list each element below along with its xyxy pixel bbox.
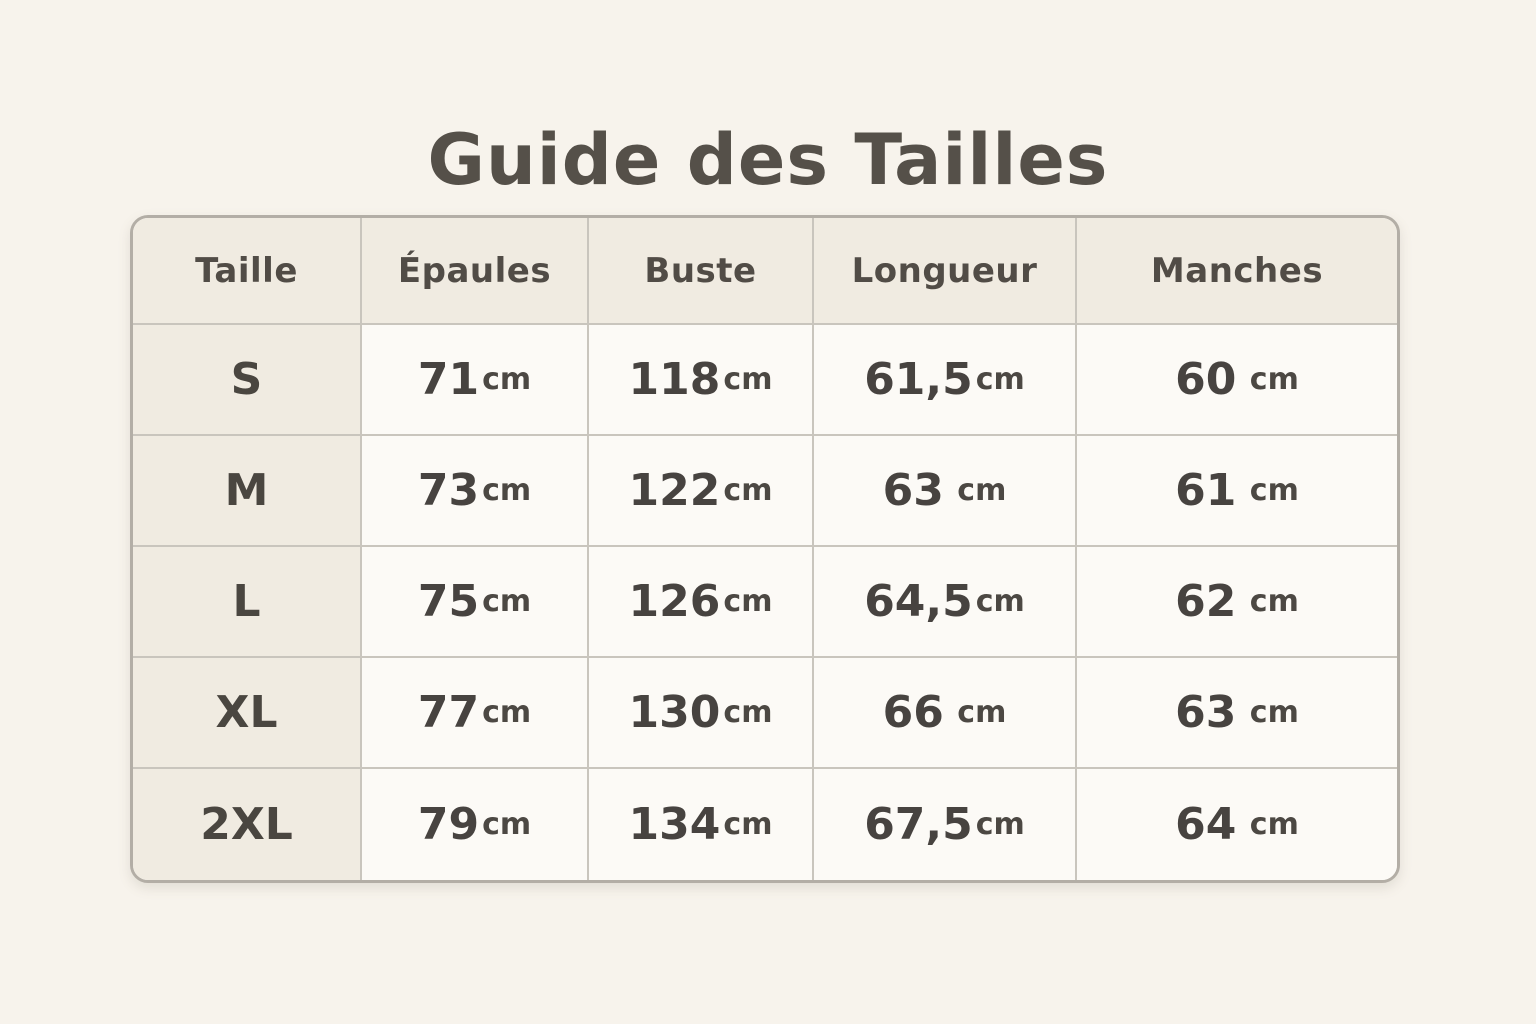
measurement-unit: cm xyxy=(1239,807,1299,842)
size-cell-l: L xyxy=(133,547,362,658)
measurement-unit: cm xyxy=(946,695,1007,730)
measurement-value: 134 xyxy=(628,799,721,850)
measurement-unit: cm xyxy=(975,584,1025,619)
measurement-value: 60 xyxy=(1175,354,1237,405)
header-cell-longueur: Longueur xyxy=(814,218,1077,325)
measurement-value: 77 xyxy=(417,687,480,738)
measurement-cell: 134 cm xyxy=(589,769,814,880)
measurement-cell: 62 cm xyxy=(1077,547,1397,658)
header-cell-taille: Taille xyxy=(133,218,362,325)
measurement-cell: 75 cm xyxy=(362,547,589,658)
measurement-value: 79 xyxy=(417,799,480,850)
measurement-cell: 73 cm xyxy=(362,436,589,547)
measurement-unit: cm xyxy=(482,362,532,397)
measurement-unit: cm xyxy=(1239,362,1299,397)
measurement-value: 63 xyxy=(1175,687,1237,738)
size-cell-2xl: 2XL xyxy=(133,769,362,880)
measurement-cell: 67,5 cm xyxy=(814,769,1077,880)
measurement-cell: 63 cm xyxy=(814,436,1077,547)
measurement-cell: 61,5 cm xyxy=(814,325,1077,436)
page-title: Guide des Tailles xyxy=(427,118,1109,201)
measurement-value: 63 xyxy=(882,465,944,516)
measurement-cell: 61 cm xyxy=(1077,436,1397,547)
measurement-unit: cm xyxy=(482,807,532,842)
size-cell-m: M xyxy=(133,436,362,547)
measurement-value: 67,5 xyxy=(864,799,973,850)
measurement-unit: cm xyxy=(482,473,532,508)
measurement-value: 61,5 xyxy=(864,354,973,405)
measurement-value: 64 xyxy=(1175,799,1237,850)
measurement-cell: 64,5 cm xyxy=(814,547,1077,658)
measurement-value: 66 xyxy=(882,687,944,738)
measurement-value: 62 xyxy=(1175,576,1237,627)
measurement-value: 73 xyxy=(417,465,480,516)
measurement-value: 122 xyxy=(628,465,721,516)
measurement-cell: 77 cm xyxy=(362,658,589,769)
measurement-cell: 122 cm xyxy=(589,436,814,547)
measurement-cell: 79 cm xyxy=(362,769,589,880)
measurement-value: 71 xyxy=(417,354,480,405)
measurement-unit: cm xyxy=(946,473,1007,508)
header-cell-buste: Buste xyxy=(589,218,814,325)
size-cell-s: S xyxy=(133,325,362,436)
measurement-cell: 63 cm xyxy=(1077,658,1397,769)
measurement-value: 126 xyxy=(628,576,721,627)
measurement-unit: cm xyxy=(723,362,773,397)
measurement-unit: cm xyxy=(723,807,773,842)
measurement-cell: 126 cm xyxy=(589,547,814,658)
header-cell-epaules: Épaules xyxy=(362,218,589,325)
measurement-unit: cm xyxy=(482,584,532,619)
measurement-unit: cm xyxy=(975,362,1025,397)
measurement-cell: 71 cm xyxy=(362,325,589,436)
measurement-cell: 60 cm xyxy=(1077,325,1397,436)
measurement-unit: cm xyxy=(975,807,1025,842)
measurement-unit: cm xyxy=(1239,473,1299,508)
measurement-unit: cm xyxy=(1239,695,1299,730)
measurement-cell: 118 cm xyxy=(589,325,814,436)
measurement-unit: cm xyxy=(482,695,532,730)
measurement-value: 64,5 xyxy=(864,576,973,627)
measurement-cell: 66 cm xyxy=(814,658,1077,769)
measurement-cell: 130 cm xyxy=(589,658,814,769)
measurement-value: 75 xyxy=(417,576,480,627)
measurement-unit: cm xyxy=(1239,584,1299,619)
measurement-unit: cm xyxy=(723,584,773,619)
size-cell-xl: XL xyxy=(133,658,362,769)
size-guide-table: Taille Épaules Buste Longueur Manches S … xyxy=(130,215,1400,883)
measurement-unit: cm xyxy=(723,695,773,730)
measurement-value: 118 xyxy=(628,354,721,405)
measurement-value: 130 xyxy=(628,687,721,738)
measurement-value: 61 xyxy=(1175,465,1237,516)
measurement-cell: 64 cm xyxy=(1077,769,1397,880)
measurement-unit: cm xyxy=(723,473,773,508)
header-cell-manches: Manches xyxy=(1077,218,1397,325)
